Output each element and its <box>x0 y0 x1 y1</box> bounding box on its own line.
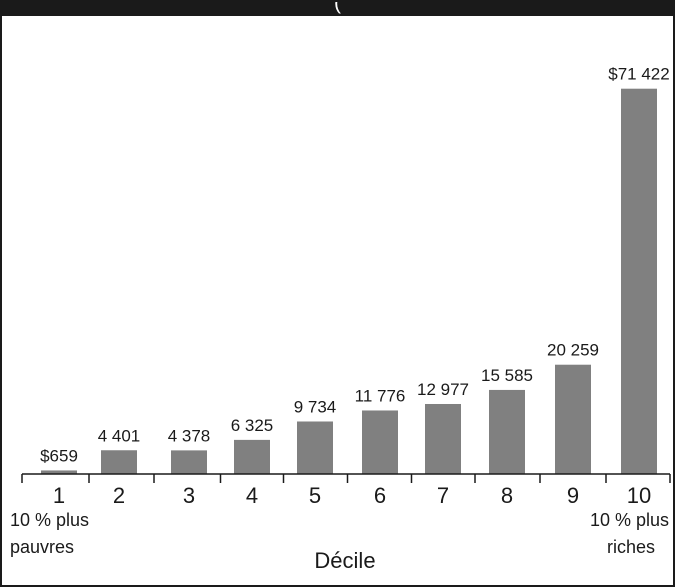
value-label-decile-10: $71 422 <box>608 65 669 84</box>
bar-decile-10 <box>621 88 657 474</box>
bar-decile-3 <box>171 450 207 474</box>
x-tick-label-5: 5 <box>309 483 321 508</box>
bar-decile-5 <box>297 421 333 474</box>
bar-decile-8 <box>489 389 525 474</box>
x-tick-label-7: 7 <box>437 483 449 508</box>
value-label-decile-4: 6 325 <box>231 416 274 435</box>
bar-decile-1 <box>41 470 77 474</box>
x-tick-label-1: 1 <box>53 483 65 508</box>
bar-decile-4 <box>234 439 270 474</box>
x-tick-label-3: 3 <box>183 483 195 508</box>
value-labels-group: $659 4 401 4 378 6 325 9 734 11 776 12 977 15 5… <box>40 65 670 466</box>
value-label-decile-8: 15 585 <box>481 366 533 385</box>
x-tick-label-2: 2 <box>113 483 125 508</box>
bar-decile-7 <box>425 403 461 474</box>
bar-decile-6 <box>362 410 398 474</box>
value-label-decile-5: 9 734 <box>294 397 337 416</box>
note-highest-line1: 10 % plus <box>590 510 669 530</box>
bar-decile-9 <box>555 364 591 474</box>
value-label-decile-7: 12 977 <box>417 380 469 399</box>
value-label-decile-9: 20 259 <box>547 341 599 360</box>
value-label-decile-3: 4 378 <box>168 426 211 445</box>
value-label-decile-1: $659 <box>40 446 78 465</box>
bar-decile-2 <box>101 450 137 474</box>
value-label-decile-6: 11 776 <box>355 386 406 405</box>
note-lowest-line2: pauvres <box>10 537 74 557</box>
chart-title-band: ( <box>2 2 673 16</box>
chart-title: ( <box>334 2 341 14</box>
x-tick-labels-group: 1 2 3 4 5 6 7 8 9 10 <box>53 483 651 508</box>
value-label-decile-2: 4 401 <box>98 426 141 445</box>
x-tick-label-8: 8 <box>501 483 513 508</box>
x-tick-label-9: 9 <box>567 483 579 508</box>
note-highest-line2: riches <box>607 537 655 557</box>
x-ticks-group <box>21 474 671 483</box>
note-lowest-line1: 10 % plus <box>10 510 89 530</box>
bars-group <box>41 88 657 474</box>
x-tick-label-4: 4 <box>246 483 258 508</box>
x-tick-label-10: 10 <box>627 483 651 508</box>
x-tick-label-6: 6 <box>374 483 386 508</box>
x-axis-title: Décile <box>314 548 375 573</box>
